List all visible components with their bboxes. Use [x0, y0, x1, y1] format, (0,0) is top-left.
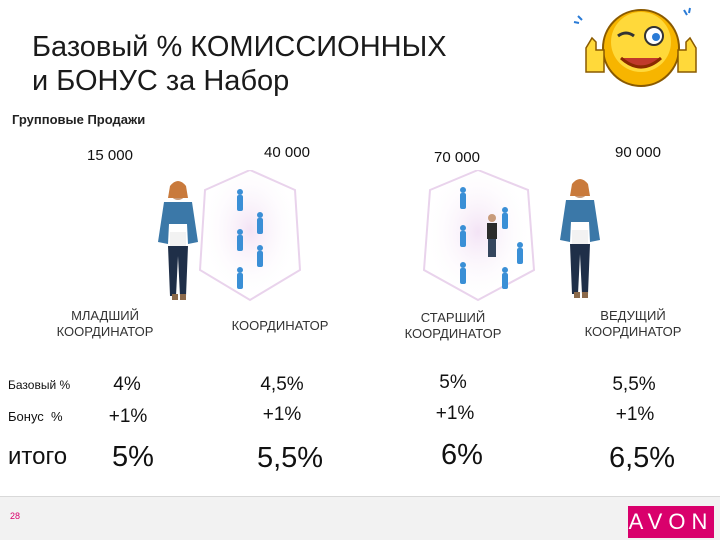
team-illustration — [158, 170, 600, 302]
slide-subtitle: Групповые Продажи — [12, 112, 146, 127]
tier-2-total-percent: 5,5% — [256, 442, 324, 474]
tier-1-role: МЛАДШИЙ КООРДИНАТОР — [30, 308, 180, 340]
glow-area-right — [423, 170, 533, 302]
base-percent-label: Базовый % — [8, 378, 71, 392]
tier-4-total-percent: 6,5% — [608, 442, 676, 474]
tier-1-amount: 15 000 — [87, 147, 133, 164]
total-label: итого — [8, 443, 68, 470]
tier-1-base-percent: 4% — [113, 374, 141, 395]
tier-2-base-percent: 4,5% — [260, 374, 304, 395]
tier-1-bonus-percent: +1% — [108, 406, 148, 427]
tier-3-bonus-percent: +1% — [435, 403, 475, 424]
footer-bar — [0, 496, 720, 540]
tier-4-role: ВЕДУЩИЙ КООРДИНАТОР — [558, 308, 708, 340]
tier-1-role-line-2: КООРДИНАТОР — [56, 324, 154, 339]
team-members-right — [460, 187, 523, 289]
tier-2-role: КООРДИНАТОР — [205, 318, 355, 334]
avon-logo: AVON — [628, 506, 714, 538]
team-members-left — [237, 189, 263, 289]
tier-2-role-line-1: КООРДИНАТОР — [231, 318, 329, 333]
tier-4-role-line-1: ВЕДУЩИЙ — [600, 308, 666, 323]
page-number: 28 — [10, 511, 21, 521]
tier-4-amount: 90 000 — [615, 144, 661, 161]
man-figure-center — [487, 214, 497, 257]
title-line-1: Базовый % КОМИССИОННЫХ — [32, 31, 447, 63]
woman-figure-right — [560, 179, 600, 298]
tier-4-role-line-2: КООРДИНАТОР — [584, 324, 682, 339]
tier-2-amount: 40 000 — [264, 144, 310, 161]
winking-smiley-thumbs-up-icon — [566, 2, 716, 94]
tier-4-base-percent: 5,5% — [612, 374, 656, 395]
tier-4-bonus-percent: +1% — [615, 404, 655, 425]
bonus-percent-label: Бонус % — [8, 409, 63, 424]
tier-3-amount: 70 000 — [434, 149, 480, 166]
woman-figure-left — [158, 181, 198, 300]
tier-3-role-line-1: СТАРШИЙ — [420, 310, 486, 325]
tier-3-base-percent: 5% — [439, 372, 467, 393]
tier-3-total-percent: 6% — [441, 439, 483, 471]
slide-title: Базовый % КОМИССИОННЫХ и БОНУС за Набор — [32, 30, 447, 98]
tier-2-bonus-percent: +1% — [262, 404, 302, 425]
tier-1-role-line-1: МЛАДШИЙ — [71, 308, 139, 323]
tier-3-role-line-2: КООРДИНАТОР — [404, 326, 502, 341]
tier-3-role: СТАРШИЙ КООРДИНАТОР — [378, 310, 528, 342]
title-line-2: и БОНУС за Набор — [32, 65, 290, 97]
tier-1-total-percent: 5% — [112, 441, 154, 473]
footer-divider — [0, 496, 720, 497]
glow-area-left — [200, 170, 300, 300]
